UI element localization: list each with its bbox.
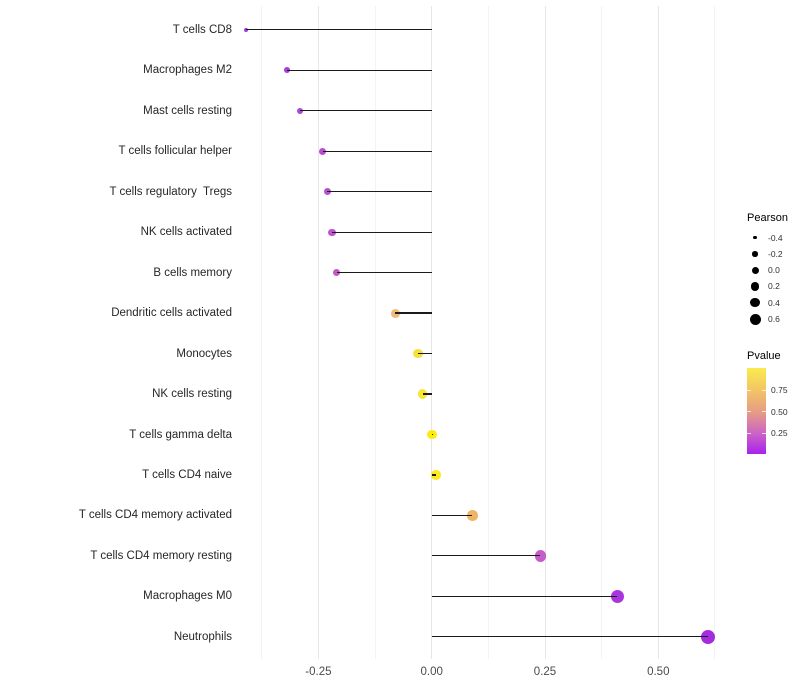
lollipop-stem (431, 474, 437, 476)
lollipop-stem (431, 514, 473, 517)
pvalue-legend-label: 0.50 (771, 406, 788, 417)
size-legend-label: 0.4 (768, 297, 780, 308)
lollipop-stem (431, 636, 709, 638)
size-legend-dot (751, 266, 759, 274)
category-label: T cells CD8 (172, 23, 232, 36)
x-tick-label: -0.25 (305, 666, 332, 678)
pvalue-colorbar-tick-right (762, 389, 766, 391)
data-point (700, 629, 716, 645)
gridline-major (544, 6, 546, 659)
size-legend-dot (753, 235, 757, 240)
pvalue-colorbar-tick-right (762, 411, 766, 413)
category-label: NK cells resting (152, 388, 232, 401)
lollipop-stem (286, 69, 432, 71)
data-point (413, 348, 423, 359)
category-label: Monocytes (176, 347, 232, 360)
size-legend-label: 0.6 (768, 314, 780, 324)
pvalue-legend-label: 0.25 (771, 428, 788, 439)
category-label: NK cells activated (140, 226, 232, 239)
category-label: Macrophages M2 (143, 64, 232, 77)
category-label: T cells CD4 memory activated (78, 509, 232, 522)
category-label: Neutrophils (173, 630, 232, 643)
pvalue-colorbar-tick-left (747, 411, 751, 413)
pvalue-colorbar-tick-right (762, 432, 766, 434)
gridline-minor (374, 6, 376, 659)
gridline-minor (487, 6, 489, 659)
data-point (283, 67, 290, 74)
data-point (431, 470, 442, 480)
x-tick-label: 0.25 (533, 666, 557, 678)
lollipop-stem (431, 433, 434, 436)
data-point (610, 589, 625, 603)
data-point (323, 188, 331, 196)
size-legend-label: 0.2 (768, 281, 780, 292)
data-point (534, 550, 547, 562)
size-legend-label: 0.0 (768, 265, 780, 276)
pvalue-colorbar (747, 368, 766, 454)
lollipop-stem (431, 555, 541, 557)
size-legend-dot (750, 282, 760, 291)
category-label: T cells follicular helper (118, 145, 232, 158)
data-point (417, 389, 428, 399)
x-tick-label: 0.50 (647, 666, 670, 678)
lollipop-stem (431, 595, 618, 597)
category-label: Dendritic cells activated (111, 307, 232, 320)
data-point (467, 510, 478, 521)
category-label: T cells CD4 naive (142, 468, 232, 481)
category-label: T cells regulatory Tregs (109, 185, 232, 198)
gridline-major (317, 6, 319, 659)
gridline-major (657, 6, 659, 659)
size-legend-label: -0.2 (768, 248, 783, 259)
category-label: Macrophages M0 (143, 590, 232, 603)
size-legend-label: -0.4 (768, 232, 783, 243)
x-tick-label: 0.00 (420, 666, 443, 678)
lollipop-stem (336, 272, 432, 274)
category-label: B cells memory (153, 266, 232, 279)
category-label: T cells CD4 memory resting (90, 549, 232, 562)
gridline-major (431, 6, 433, 659)
pvalue-colorbar-tick-left (747, 432, 751, 434)
size-legend-dot (750, 297, 760, 308)
lollipop-stem (327, 191, 432, 193)
lollipop-stem (300, 110, 432, 112)
size-legend-dot (752, 251, 758, 257)
color-legend-title: Pvalue (747, 350, 781, 362)
lollipop-stem (245, 29, 432, 31)
category-label: Mast cells resting (143, 104, 232, 117)
pvalue-legend-label: 0.75 (771, 385, 788, 395)
gridline-minor (601, 6, 603, 659)
lollipop-stem (322, 150, 432, 152)
category-label: T cells gamma delta (129, 428, 232, 441)
data-point (297, 107, 304, 114)
lollipop-stem (395, 312, 432, 314)
lollipop-stem (418, 352, 432, 355)
pvalue-colorbar-tick-left (747, 389, 751, 391)
size-legend-dot (749, 313, 761, 325)
size-legend-title: Pearson (747, 212, 788, 224)
lollipop-stem (422, 393, 432, 395)
gridline-minor (261, 6, 263, 659)
gridline-minor (714, 6, 716, 659)
lollipop-stem (331, 231, 432, 233)
